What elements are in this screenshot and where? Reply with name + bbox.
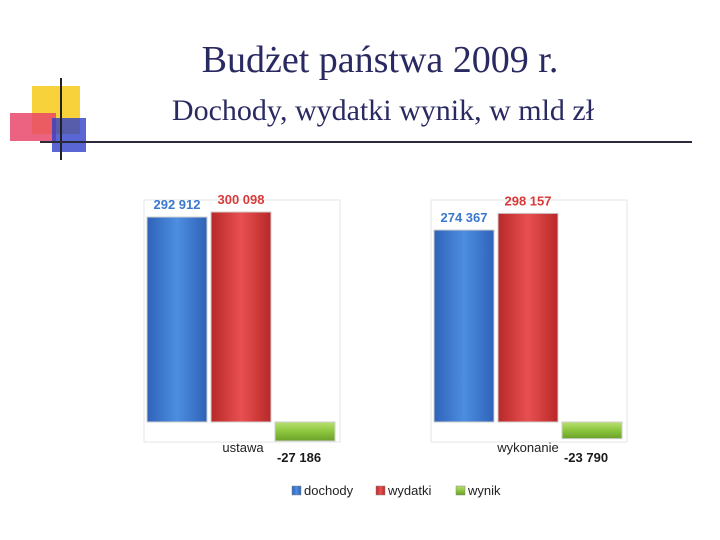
- data-label-wynik-wykonanie: -23 790: [564, 450, 608, 465]
- data-label-wynik-ustawa: -27 186: [277, 450, 321, 465]
- data-label-dochody-wykonanie: 274 367: [441, 210, 488, 225]
- data-label-wydatki-ustawa: 300 098: [218, 192, 265, 207]
- legend-label-wynik: wynik: [467, 483, 501, 498]
- plot-frame-wykonanie: [430, 199, 628, 443]
- bar-wydatki-wykonanie: [497, 212, 559, 423]
- slide-subtitle: Dochody, wydatki wynik, w mld zł: [171, 94, 595, 127]
- bar-dochody-ustawa: [146, 216, 208, 423]
- category-label-ustawa: ustawa: [222, 440, 264, 455]
- plot-frame-ustawa: [143, 199, 341, 443]
- data-label-dochody-ustawa: 292 912: [154, 197, 201, 212]
- legend-label-dochody: dochody: [304, 483, 354, 498]
- legend-swatch-dochody: [291, 485, 302, 496]
- legend-swatch-wydatki: [375, 485, 386, 496]
- bar-wydatki-ustawa: [210, 211, 272, 423]
- decoration-blue-square: [52, 118, 86, 152]
- decoration-vertical-line: [60, 78, 62, 160]
- title-underline: [40, 141, 692, 143]
- decoration-red-square: [10, 113, 56, 141]
- bar-wynik-wykonanie: [561, 421, 623, 440]
- legend-swatch-wynik: [455, 485, 466, 496]
- title-decoration: [0, 0, 110, 170]
- data-label-wydatki-wykonanie: 298 157: [505, 193, 552, 208]
- slide-title: Budżet państwa 2009 r.: [201, 39, 559, 81]
- legend-label-wydatki: wydatki: [387, 483, 431, 498]
- category-label-wykonanie: wykonanie: [496, 440, 558, 455]
- bar-dochody-wykonanie: [433, 229, 495, 423]
- bar-wynik-ustawa: [274, 421, 336, 442]
